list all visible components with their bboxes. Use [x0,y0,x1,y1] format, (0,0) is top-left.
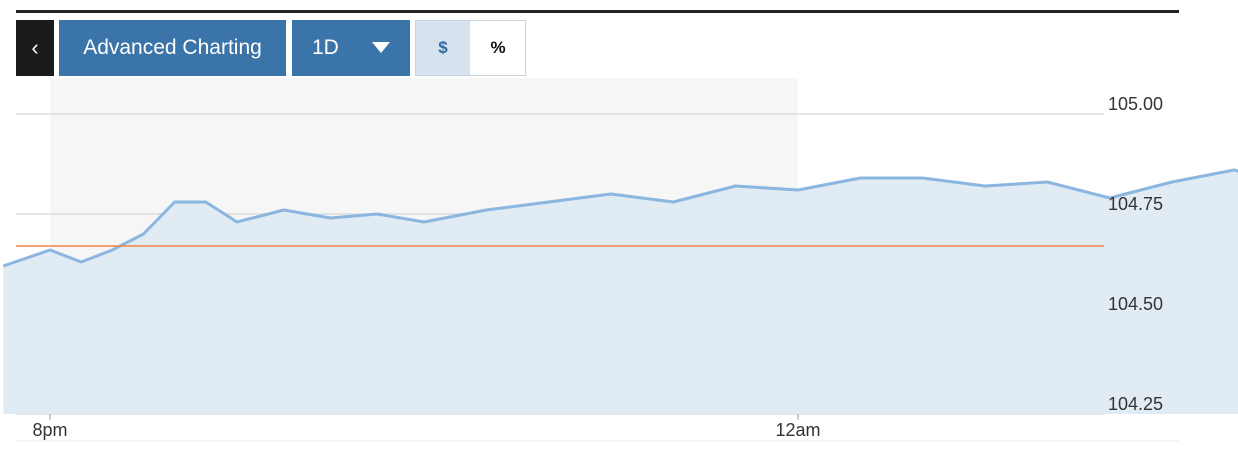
dollar-toggle-button[interactable]: $ [416,21,470,75]
price-line [2,168,1238,268]
advanced-charting-button[interactable]: Advanced Charting [59,20,286,76]
time-range-dropdown[interactable]: 1D [292,20,410,76]
y-tick-label-1: 104.75 [1108,194,1163,214]
price-area [3,170,1238,414]
chevron-left-icon: ‹ [31,35,39,60]
time-range-label: 1D [312,36,339,59]
value-mode-toggle: $ % [415,20,526,76]
y-tick-label-3: 104.25 [1108,394,1163,414]
x-tick-label-0: 8pm [32,420,67,440]
x-tick-label-1: 12am [775,420,820,440]
y-tick-label-2: 104.50 [1108,294,1163,314]
y-tick-label-0: 105.00 [1108,94,1163,114]
caret-down-icon [372,42,390,53]
back-button[interactable]: ‹ [16,20,54,76]
top-border [16,10,1179,13]
percent-toggle-button[interactable]: % [490,38,506,57]
